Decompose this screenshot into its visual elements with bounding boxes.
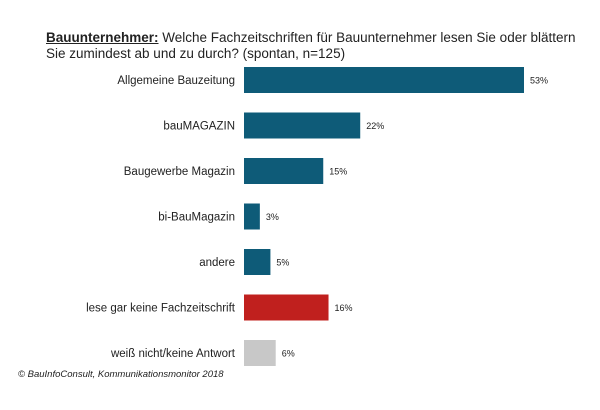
- value-label-bi-baumagazin: 3%: [266, 212, 279, 222]
- category-label-baumagazin: bauMAGAZIN: [163, 121, 235, 133]
- bar-baumagazin: [244, 112, 361, 139]
- value-label-baumagazin: 22%: [366, 121, 384, 131]
- title-lead: Bauunternehmer:: [46, 30, 159, 45]
- bar-andere: [244, 249, 271, 275]
- category-label-weiss-nicht-keine-antwort: weiß nicht/keine Antwort: [110, 348, 236, 360]
- bar-lese-gar-keine-fachzeitschrift: [244, 294, 329, 321]
- category-label-andere: andere: [199, 257, 235, 269]
- category-label-lese-gar-keine-fachzeitschrift: lese gar keine Fachzeitschrift: [86, 303, 236, 315]
- bar-bi-baumagazin: [244, 203, 260, 230]
- title-question: Welche Fachzeitschriften für Bauunterneh…: [46, 30, 576, 61]
- chart-title: Bauunternehmer: Welche Fachzeitschriften…: [46, 30, 576, 62]
- value-label-weiss-nicht-keine-antwort: 6%: [282, 349, 295, 359]
- category-label-allgemeine-bauzeitung: Allgemeine Bauzeitung: [117, 75, 235, 87]
- value-label-andere: 5%: [276, 258, 289, 268]
- bar-allgemeine-bauzeitung: [244, 67, 524, 93]
- value-label-lese-gar-keine-fachzeitschrift: 16%: [335, 303, 353, 313]
- value-label-allgemeine-bauzeitung: 53%: [530, 76, 548, 86]
- bar-baugewerbe-magazin: [244, 158, 324, 184]
- copyright-footer: © BauInfoConsult, Kommunikationsmonitor …: [18, 369, 224, 380]
- value-label-baugewerbe-magazin: 15%: [329, 167, 347, 177]
- category-label-baugewerbe-magazin: Baugewerbe Magazin: [124, 166, 235, 178]
- category-label-bi-baumagazin: bi-BauMagazin: [158, 212, 235, 224]
- bar-weiss-nicht-keine-antwort: [244, 340, 276, 366]
